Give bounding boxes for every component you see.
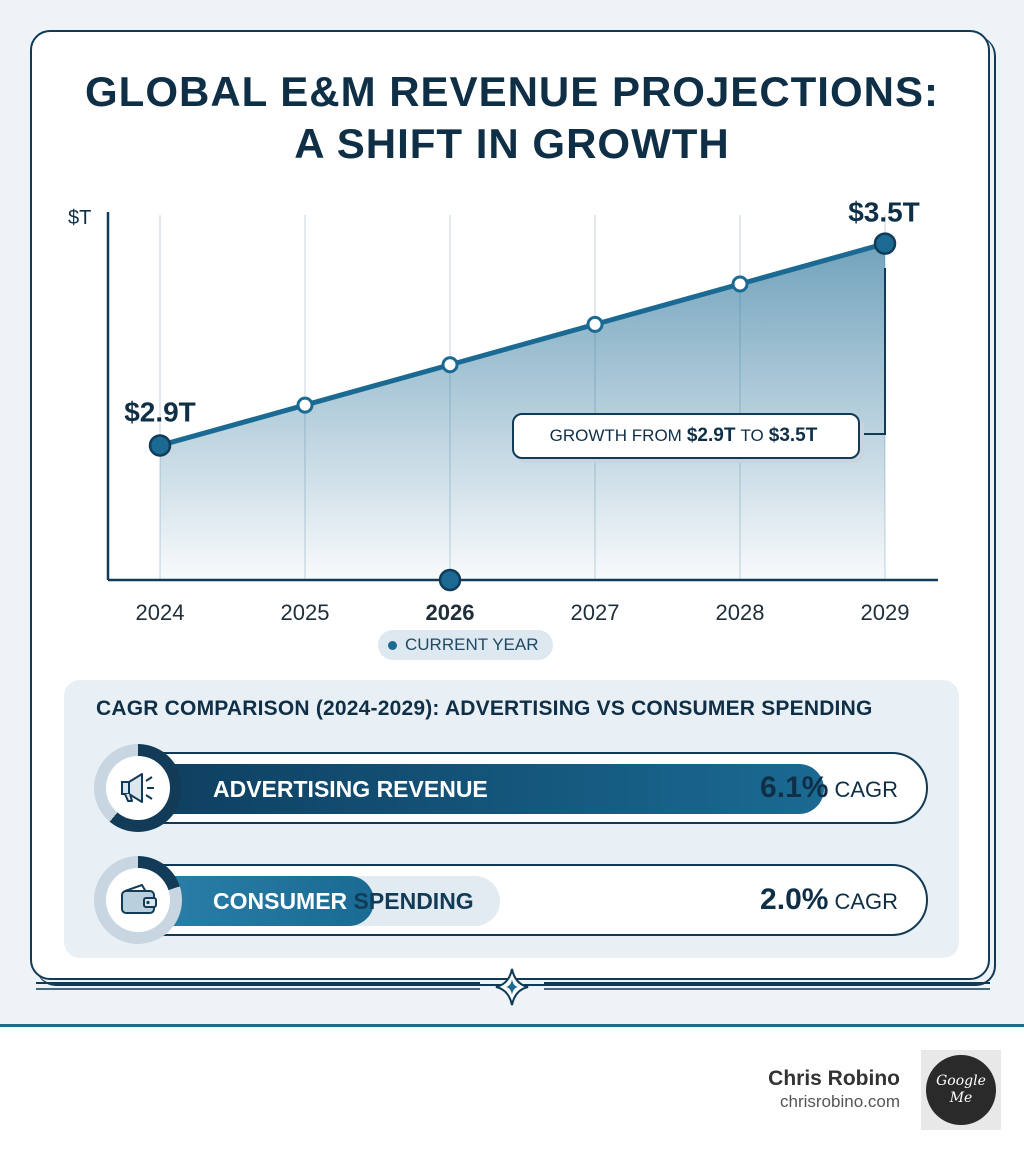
consumer-label: CONSUMER SPENDING: [213, 876, 474, 926]
advertising-cagr: 6.1% CAGR: [760, 754, 898, 822]
consumer-label-part-1: CONSUMER: [213, 888, 348, 914]
consumer-ring: [94, 856, 182, 944]
callout-mid: TO: [740, 426, 764, 445]
data-label-start: $2.9T: [124, 396, 196, 427]
google-me-badge[interactable]: Google Me: [921, 1050, 1001, 1130]
advertising-cagr-value: 6.1%: [760, 771, 829, 804]
callout-prefix: GROWTH FROM: [549, 426, 682, 445]
x-tick-2027: 2027: [571, 600, 620, 625]
y-axis-unit: $T: [68, 207, 91, 229]
x-tick-2026: 2026: [426, 600, 475, 625]
callout-connector: [860, 268, 886, 435]
title-line-2: A SHIFT IN GROWTH: [294, 120, 730, 167]
callout-to: $3.5T: [768, 425, 818, 446]
revenue-line: [159, 241, 886, 448]
title-line-1: GLOBAL E&M REVENUE PROJECTIONS:: [85, 68, 939, 115]
revenue-chart: $T 2024 2025 2026 2027 2028 2029 $2.9T $3.5T: [68, 197, 938, 625]
data-point-2026: [441, 356, 459, 374]
x-tick-2028: 2028: [716, 600, 765, 625]
x-tick-2029: 2029: [861, 600, 910, 625]
megaphone-icon: [106, 756, 170, 820]
divider-ornament: [36, 968, 990, 1006]
data-point-2029: [873, 232, 897, 255]
badge-line-2: Me: [949, 1090, 973, 1106]
footer: [0, 1027, 1024, 1154]
data-point-2024: [148, 434, 172, 457]
data-point-2025: [296, 396, 314, 414]
wallet-icon: [106, 868, 170, 932]
current-year-legend: CURRENT YEAR: [378, 630, 553, 660]
badge-line-1: Google: [936, 1073, 986, 1089]
footer-rule: [0, 1024, 1024, 1027]
cagr-row-advertising: ADVERTISING REVENUE 6.1% CAGR: [94, 744, 928, 832]
data-point-2028: [731, 275, 749, 293]
author-site[interactable]: chrisrobino.com: [780, 1092, 900, 1111]
page-title: GLOBAL E&M REVENUE PROJECTIONS: A SHIFT …: [0, 66, 1024, 170]
advertising-cagr-unit: CAGR: [834, 777, 898, 802]
growth-callout: GROWTH FROM $2.9T TO $3.5T: [512, 413, 860, 459]
consumer-label-part-2: SPENDING: [347, 888, 474, 914]
consumer-cagr: 2.0% CAGR: [760, 866, 898, 934]
x-tick-2024: 2024: [136, 600, 185, 625]
cagr-row-consumer: CONSUMER SPENDING 2.0% CAGR: [94, 856, 928, 944]
callout-from: $2.9T: [686, 425, 736, 446]
current-year-dot-icon: [388, 640, 397, 650]
current-year-label: CURRENT YEAR: [405, 635, 539, 654]
consumer-bar: [154, 876, 374, 926]
advertising-bar: [154, 764, 824, 814]
cagr-title: CAGR COMPARISON (2024-2029): ADVERTISING…: [96, 697, 873, 720]
google-me-logo: Google Me: [926, 1055, 996, 1125]
advertising-label: ADVERTISING REVENUE: [213, 776, 488, 802]
x-tick-2025: 2025: [281, 600, 330, 625]
data-point-2027: [586, 315, 604, 333]
consumer-cagr-value: 2.0%: [760, 883, 829, 916]
data-label-end: $3.5T: [848, 197, 920, 228]
revenue-area: [160, 243, 885, 581]
advertising-ring: [94, 744, 182, 832]
author-name: Chris Robino: [768, 1067, 900, 1090]
current-year-marker: [438, 568, 462, 592]
consumer-cagr-unit: CAGR: [834, 889, 898, 914]
